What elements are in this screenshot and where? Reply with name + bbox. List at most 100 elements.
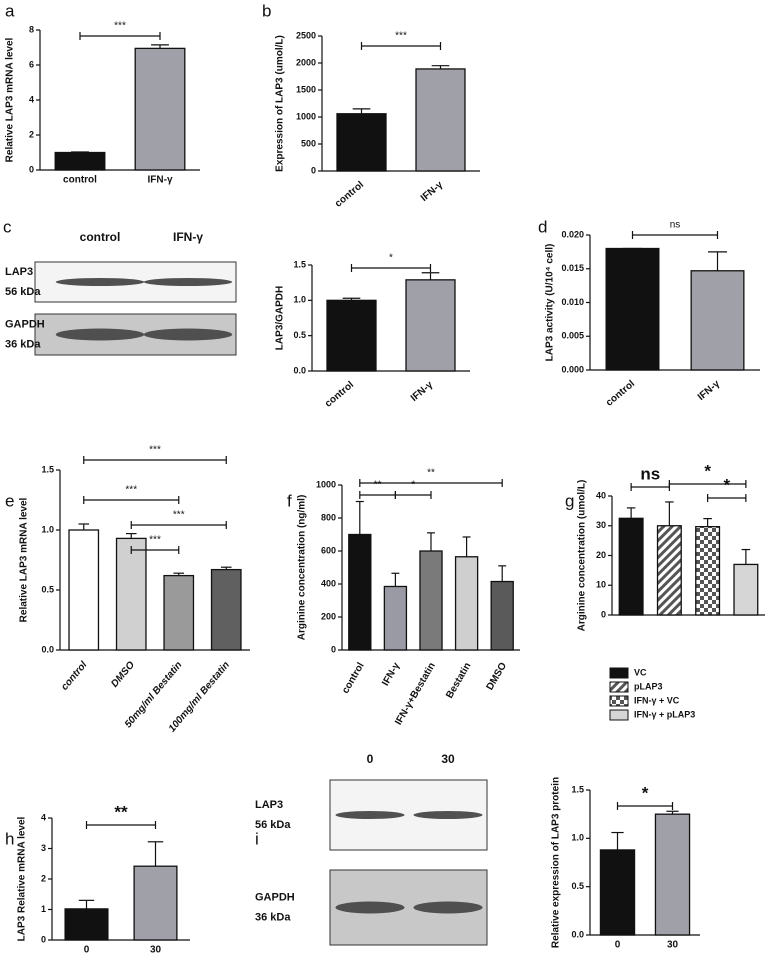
bar [419, 550, 443, 651]
y-tick-label: 1.5 [41, 464, 54, 474]
blot-band [143, 278, 233, 286]
significance-label: ** [114, 802, 128, 821]
y-tick-label: 20 [596, 550, 606, 560]
blot-size: 56 kDa [255, 819, 291, 831]
significance-label: *** [395, 31, 407, 42]
legend-swatch [609, 695, 629, 707]
x-tick-label: Bestatin [444, 661, 473, 701]
panel: e Relative LAP3 mRNA level 0.0 0.5 1.0 1.5 con… [5, 445, 250, 734]
significance-label: * [389, 253, 393, 264]
bar [68, 529, 100, 651]
x-tick-label: IFN-γ [419, 179, 446, 204]
significance-label: * [642, 783, 649, 802]
y-tick-label: 0.010 [561, 297, 584, 307]
panel-letter: i [255, 829, 259, 848]
blot-band [413, 811, 483, 819]
significance-label: * [723, 475, 730, 494]
significance-label: *** [125, 485, 137, 496]
x-tick-label: DMSO [485, 661, 510, 693]
x-tick-label: control [333, 179, 366, 209]
x-tick-label: control [604, 378, 637, 408]
y-tick-label: 1000 [316, 479, 336, 489]
y-tick-label: 1.0 [41, 524, 54, 534]
significance-bracket [79, 32, 161, 40]
x-tick-label: control [323, 379, 356, 409]
significance-bracket [630, 483, 670, 491]
y-tick-label: 1.5 [571, 784, 584, 794]
y-tick-label: 30 [596, 520, 606, 530]
x-tick-label: IFN-γ [409, 379, 436, 404]
bar [654, 813, 691, 936]
y-tick-label: 200 [321, 611, 336, 621]
y-tick-label: 0 [29, 164, 34, 174]
y-tick-label: 0.0 [293, 365, 306, 375]
blot-size: 56 kDa [5, 286, 41, 298]
panel: f Arginine concentration (ng/ml) 0 200 400 60… [287, 468, 520, 727]
significance-label: ns [640, 464, 660, 483]
significance-bracket [83, 496, 180, 504]
bar [454, 556, 479, 651]
x-tick-label: control [340, 661, 367, 696]
x-tick-label: IFN-γ+Bestatin [393, 661, 438, 727]
y-tick-label: 0.0 [41, 644, 54, 654]
y-tick-label: 40 [596, 490, 606, 500]
significance-bracket [631, 231, 719, 239]
panel: i Relative expression of LAP3 protein 0.0 0… [255, 752, 700, 951]
y-tick-label: 0.000 [561, 364, 584, 374]
y-axis-label: LAP3/GAPDH [275, 286, 286, 350]
y-tick-label: 0.0 [571, 929, 584, 939]
blot-size: 36 kDa [255, 911, 291, 923]
bar [64, 908, 109, 941]
y-tick-label: 4 [41, 812, 46, 822]
blot-column-label: IFN-γ [173, 230, 203, 244]
panel-letter: c [3, 217, 12, 236]
x-tick-label: IFN-γ [148, 175, 173, 186]
panel: b Expression of LAP3 (umol/L) 0 500 1000 1500… [262, 1, 480, 210]
bar [656, 525, 682, 616]
significance-bracket [83, 456, 227, 464]
y-tick-label: 6 [29, 59, 34, 69]
x-tick-label: IFN-γ [696, 378, 723, 403]
panel: a Relative LAP3 mRNA level 0 2 4 6 8 control IFN… [5, 1, 200, 186]
panel: d LAP3 activity (U/10⁴ cell) 0.000 0.005 0.0… [538, 217, 760, 409]
significance-bracket [359, 479, 503, 487]
x-tick-label: DMSO [109, 659, 137, 689]
significance-bracket [350, 264, 432, 272]
x-tick-label: 30 [150, 945, 162, 956]
y-tick-label: 0.5 [293, 330, 306, 340]
y-axis-label: Arginine concentration (umol/L) [577, 480, 588, 632]
significance-bracket [130, 546, 180, 554]
x-tick-label: 0 [84, 945, 90, 956]
significance-bracket [360, 42, 442, 50]
blot-band [335, 901, 405, 914]
y-tick-label: 0 [331, 644, 336, 654]
blot-protein: GAPDH [255, 891, 295, 903]
y-axis-label: LAP3 activity (U/10⁴ cell) [545, 244, 556, 362]
blot-protein: LAP3 [255, 799, 283, 811]
y-tick-label: 0 [311, 165, 316, 175]
significance-bracket [707, 494, 747, 502]
significance-label: ns [670, 220, 681, 231]
blot-band [143, 328, 233, 341]
y-axis-label: Relative LAP3 mRNA level [19, 497, 30, 622]
bar [405, 279, 456, 372]
panel: h LAP3 Relative mRNA level 0 1 2 3 4 0 30 ** [5, 802, 190, 956]
y-tick-label: 1500 [296, 84, 316, 94]
bar [134, 47, 186, 171]
y-tick-label: 0.5 [41, 584, 54, 594]
y-tick-label: 0.5 [571, 881, 584, 891]
y-axis-label: LAP3 Relative mRNA level [17, 816, 28, 941]
panel-letter: a [5, 1, 15, 20]
bar [415, 68, 466, 172]
blot-band [335, 811, 405, 819]
y-tick-label: 600 [321, 545, 336, 555]
bar [599, 849, 636, 936]
bar [348, 533, 372, 651]
significance-label: *** [149, 535, 161, 546]
y-tick-label: 4 [29, 94, 34, 104]
panel: c LAP3/GAPDH 0.0 0.5 1.0 1.5 control IFN-γ * cont… [3, 217, 470, 410]
y-tick-label: 400 [321, 578, 336, 588]
blot-size: 36 kDa [5, 338, 41, 350]
significance-label: * [704, 461, 711, 480]
